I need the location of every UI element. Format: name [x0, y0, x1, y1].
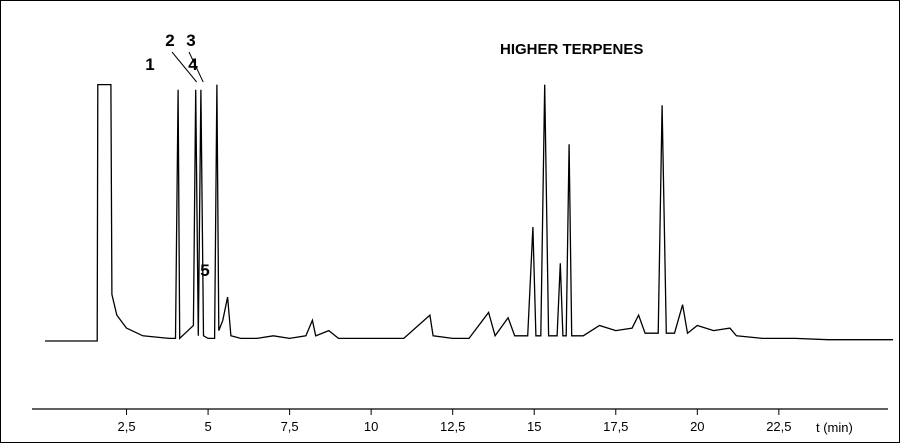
- peak-label-2: 2: [165, 31, 174, 50]
- chart-title: HIGHER TERPENES: [500, 41, 643, 58]
- x-axis-title: t (min): [816, 420, 853, 435]
- x-tick-label: 5: [204, 419, 211, 434]
- peak-label-1: 1: [145, 55, 154, 74]
- x-tick-label: 10: [364, 419, 378, 434]
- x-tick-label: 12,5: [440, 419, 465, 434]
- peak-label-5: 5: [200, 261, 209, 280]
- peak-label-3: 3: [186, 31, 195, 50]
- x-tick-label: 20: [690, 419, 704, 434]
- x-tick-label: 22,5: [766, 419, 791, 434]
- peak-leader-line-3: [188, 51, 204, 83]
- signal-trace-0: [45, 83, 893, 342]
- x-tick-label: 15: [527, 419, 541, 434]
- peak-leader-line-2: [171, 51, 198, 83]
- x-tick-label: 2,5: [117, 419, 135, 434]
- x-tick-label: 17,5: [603, 419, 628, 434]
- x-tick-label: 7,5: [281, 419, 299, 434]
- peak-label-4: 4: [188, 55, 198, 74]
